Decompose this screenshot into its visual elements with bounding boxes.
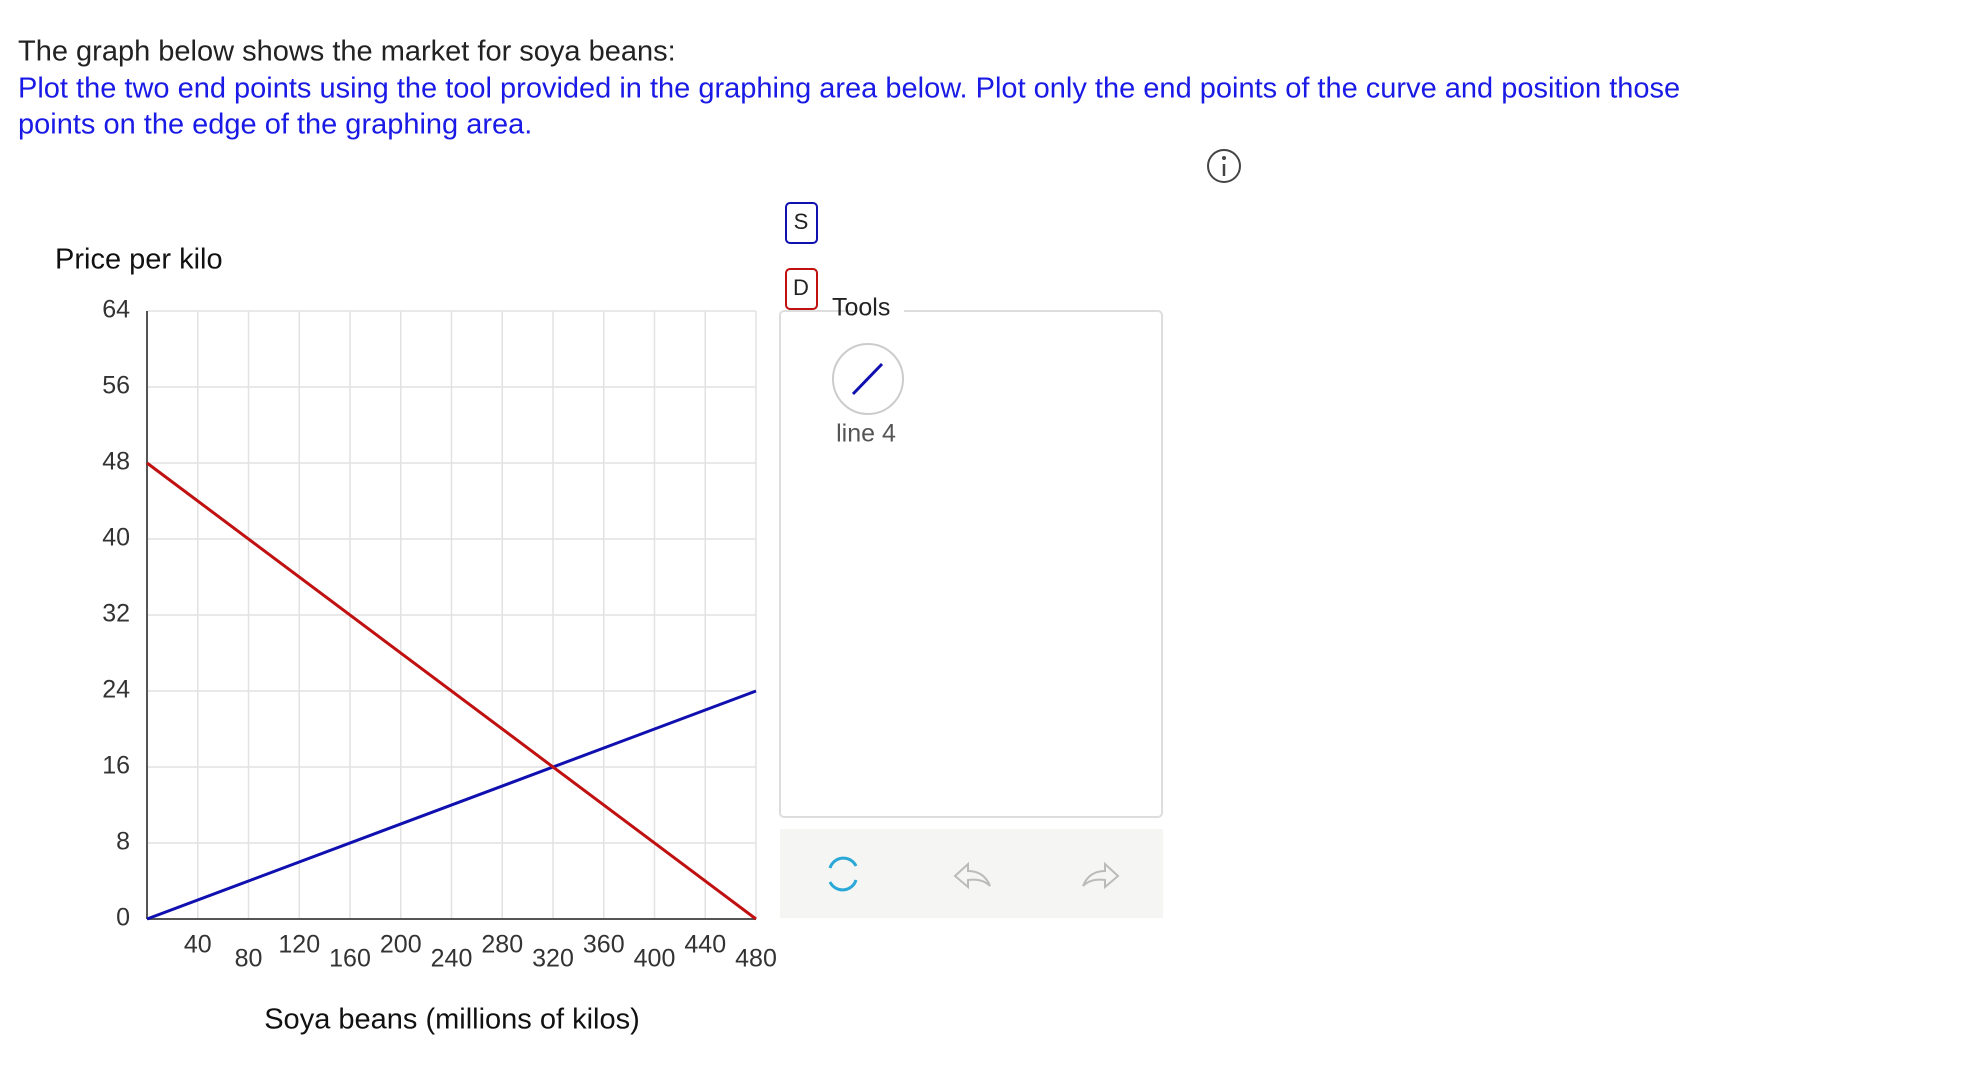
x-tick-label: 240 xyxy=(431,945,473,973)
legend: SD xyxy=(785,202,818,310)
series-line xyxy=(146,461,757,921)
info-icon[interactable] xyxy=(1207,149,1241,183)
x-tick-label: 80 xyxy=(235,945,263,973)
y-tick-label: 40 xyxy=(102,524,130,552)
x-tick-label: 40 xyxy=(184,931,212,959)
reset-button[interactable] xyxy=(828,856,858,892)
x-tick-label: 280 xyxy=(481,931,523,959)
x-tick-label: 160 xyxy=(329,945,371,973)
legend-label: D xyxy=(793,275,809,300)
series-line xyxy=(146,689,757,921)
y-tick-label: 24 xyxy=(102,676,130,704)
y-tick-label: 64 xyxy=(102,296,130,324)
line-tool-button[interactable] xyxy=(832,343,904,415)
tools-panel xyxy=(779,310,1163,818)
legend-box xyxy=(785,268,818,310)
toolbar xyxy=(780,829,1163,918)
y-tick-label: 8 xyxy=(116,828,130,856)
x-axis-label: Soya beans (millions of kilos) xyxy=(264,1004,640,1036)
undo-button[interactable] xyxy=(953,861,991,890)
y-tick-label: 16 xyxy=(102,752,130,780)
instruction: points on the edge of the graphing area. xyxy=(18,109,532,141)
tools-title: Tools xyxy=(832,294,890,322)
y-axis-label: Price per kilo xyxy=(55,244,223,276)
y-tick-label: 48 xyxy=(102,448,130,476)
tools-title-bg xyxy=(854,294,904,320)
legend-label: S xyxy=(794,209,809,234)
y-tick-label: 0 xyxy=(116,904,130,932)
x-tick-label: 480 xyxy=(735,945,777,973)
x-tick-label: 440 xyxy=(684,931,726,959)
y-tick-label: 56 xyxy=(102,372,130,400)
intro: The graph below shows the market for soy… xyxy=(18,36,676,68)
x-tick-label: 200 xyxy=(380,931,422,959)
plot-area[interactable]: 0 8 16 24 32 40 48 56 64 40 80 120 160 200 240 280 320 36… xyxy=(102,296,777,973)
x-tick-label: 320 xyxy=(532,945,574,973)
x-tick-label: 360 xyxy=(583,931,625,959)
x-tick-label: 120 xyxy=(278,931,320,959)
legend-box xyxy=(785,202,818,244)
tool-label: line 4 xyxy=(836,420,896,448)
y-tick-label: 32 xyxy=(102,600,130,628)
x-tick-label: 400 xyxy=(634,945,676,973)
instruction: Plot the two end points using the tool p… xyxy=(18,73,1680,105)
redo-button[interactable] xyxy=(1082,861,1120,890)
